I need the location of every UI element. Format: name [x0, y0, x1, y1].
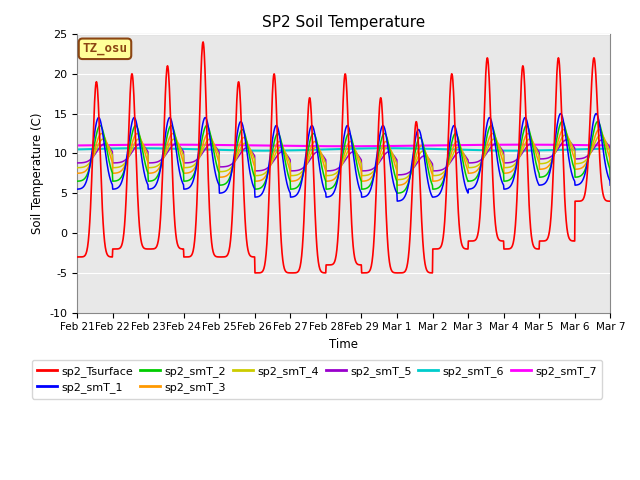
- sp2_smT_6: [252, 148, 260, 154]
- sp2_smT_2: [607, 174, 614, 180]
- sp2_smT_2: [497, 159, 504, 165]
- sp2_smT_6: [544, 147, 552, 153]
- sp2_smT_6: [136, 145, 143, 151]
- sp2_smT_3: [394, 182, 401, 188]
- sp2_smT_1: [427, 190, 435, 196]
- sp2_Tsurface: [179, 246, 187, 252]
- sp2_smT_5: [192, 157, 200, 163]
- sp2_smT_4: [179, 151, 187, 156]
- sp2_smT_1: [74, 186, 81, 192]
- sp2_smT_3: [74, 170, 81, 176]
- sp2_smT_7: [192, 142, 200, 148]
- sp2_smT_3: [595, 127, 603, 132]
- X-axis label: Time: Time: [329, 338, 358, 351]
- sp2_Tsurface: [199, 39, 207, 45]
- sp2_smT_7: [427, 143, 435, 148]
- sp2_smT_1: [497, 173, 504, 179]
- sp2_smT_3: [252, 179, 259, 184]
- sp2_smT_6: [179, 146, 187, 152]
- Legend: sp2_Tsurface, sp2_smT_1, sp2_smT_2, sp2_smT_3, sp2_smT_4, sp2_smT_5, sp2_smT_6, : sp2_Tsurface, sp2_smT_1, sp2_smT_2, sp2_…: [32, 360, 602, 398]
- sp2_smT_1: [394, 198, 401, 204]
- sp2_Tsurface: [607, 198, 614, 204]
- sp2_smT_6: [607, 145, 614, 151]
- Line: sp2_smT_6: sp2_smT_6: [77, 148, 611, 151]
- sp2_smT_1: [179, 180, 187, 186]
- sp2_smT_5: [252, 168, 259, 174]
- sp2_smT_3: [427, 167, 435, 172]
- sp2_smT_3: [497, 150, 504, 156]
- sp2_smT_7: [340, 144, 348, 149]
- sp2_smT_7: [497, 142, 504, 147]
- Line: sp2_smT_7: sp2_smT_7: [77, 144, 611, 146]
- sp2_smT_7: [74, 143, 81, 148]
- sp2_smT_5: [497, 144, 504, 150]
- sp2_smT_5: [607, 156, 614, 162]
- sp2_smT_5: [74, 160, 81, 166]
- sp2_smT_1: [192, 168, 200, 173]
- sp2_smT_5: [598, 137, 606, 143]
- Title: SP2 Soil Temperature: SP2 Soil Temperature: [262, 15, 426, 30]
- sp2_smT_2: [74, 179, 81, 184]
- sp2_smT_3: [543, 164, 551, 170]
- sp2_smT_2: [394, 190, 401, 196]
- sp2_smT_4: [497, 145, 504, 151]
- Text: TZ_osu: TZ_osu: [83, 42, 127, 55]
- sp2_smT_1: [543, 177, 551, 183]
- sp2_smT_2: [543, 171, 551, 177]
- Line: sp2_smT_2: sp2_smT_2: [77, 121, 611, 193]
- sp2_smT_1: [607, 182, 614, 188]
- Line: sp2_smT_3: sp2_smT_3: [77, 130, 611, 185]
- sp2_smT_4: [596, 132, 604, 138]
- sp2_smT_7: [607, 143, 614, 148]
- sp2_smT_7: [252, 143, 260, 148]
- sp2_smT_6: [74, 146, 81, 152]
- sp2_smT_7: [179, 142, 187, 147]
- sp2_smT_7: [544, 142, 552, 148]
- sp2_smT_2: [179, 168, 187, 174]
- sp2_smT_4: [427, 161, 435, 167]
- Line: sp2_smT_1: sp2_smT_1: [77, 114, 611, 201]
- sp2_smT_4: [74, 165, 81, 170]
- sp2_smT_3: [179, 157, 187, 163]
- sp2_smT_2: [252, 186, 259, 192]
- sp2_smT_5: [427, 158, 435, 164]
- Y-axis label: Soil Temperature (C): Soil Temperature (C): [31, 113, 44, 234]
- sp2_smT_5: [179, 148, 187, 154]
- sp2_Tsurface: [544, 236, 552, 241]
- Line: sp2_smT_5: sp2_smT_5: [77, 140, 611, 175]
- sp2_smT_4: [543, 159, 551, 165]
- sp2_smT_6: [192, 146, 200, 152]
- sp2_smT_6: [509, 148, 516, 154]
- sp2_Tsurface: [252, 270, 260, 276]
- sp2_smT_1: [252, 194, 259, 200]
- sp2_smT_4: [607, 161, 614, 167]
- sp2_smT_2: [192, 167, 200, 172]
- sp2_smT_7: [162, 142, 170, 147]
- sp2_smT_6: [497, 148, 504, 154]
- sp2_smT_6: [427, 146, 435, 152]
- sp2_smT_4: [252, 173, 259, 179]
- sp2_Tsurface: [497, 238, 504, 244]
- sp2_smT_1: [593, 111, 600, 117]
- sp2_smT_2: [427, 177, 435, 183]
- sp2_smT_5: [543, 156, 551, 161]
- Line: sp2_Tsurface: sp2_Tsurface: [77, 42, 611, 273]
- sp2_smT_3: [192, 163, 200, 169]
- sp2_Tsurface: [74, 254, 81, 260]
- sp2_smT_3: [607, 167, 614, 172]
- sp2_smT_4: [192, 161, 200, 167]
- sp2_Tsurface: [394, 270, 401, 276]
- sp2_smT_5: [394, 172, 401, 178]
- sp2_smT_4: [394, 177, 401, 182]
- sp2_smT_2: [594, 119, 602, 124]
- sp2_Tsurface: [192, 224, 200, 229]
- sp2_Tsurface: [427, 270, 435, 276]
- Line: sp2_smT_4: sp2_smT_4: [77, 135, 611, 180]
